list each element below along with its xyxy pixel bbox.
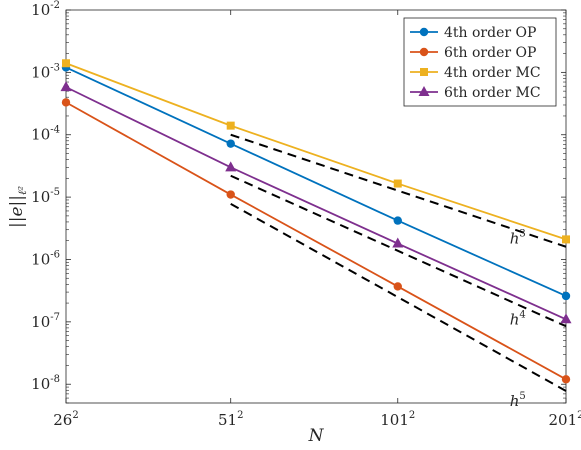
legend-entry: 4th order MC	[410, 65, 541, 81]
reference-slope-label-base: h	[510, 311, 520, 329]
y-tick-label: 10-5	[31, 187, 60, 206]
y-tick-label-exp: -4	[50, 125, 60, 136]
tick-labels: 262 512 1012 201210-810-710-610-510-410-310…	[31, 0, 581, 429]
legend-swatch-marker	[418, 86, 430, 96]
y-tick-label: 10-7	[31, 312, 60, 331]
y-axis-label-main: ||e||	[7, 195, 27, 228]
y-tick-label-base: 10	[31, 250, 50, 268]
legend-entry: 4th order OP	[410, 25, 536, 41]
series-line	[65, 66, 567, 297]
reference-slope-label-exp: 3	[519, 229, 525, 240]
data-point	[393, 179, 402, 188]
series-line	[65, 101, 567, 381]
y-tick-label-base: 10	[31, 1, 50, 19]
y-tick-label-base: 10	[31, 375, 50, 393]
legend: 4th order OP 6th order OP 4th order MC 6th …	[403, 17, 557, 107]
data-point	[562, 235, 570, 244]
y-tick-label: 10-8	[31, 374, 60, 393]
y-tick-label-exp: -2	[50, 0, 60, 11]
data-point	[226, 190, 235, 199]
data-point	[392, 237, 404, 248]
series-group	[62, 59, 570, 244]
legend-swatch-marker	[420, 68, 428, 76]
series-group	[61, 98, 571, 384]
x-tick-label-exp: 2	[237, 410, 243, 421]
reference-slope-label: h3	[510, 229, 526, 248]
y-axis-label: ||e||ℓ²	[7, 186, 29, 228]
y-tick-label-exp: -3	[50, 62, 60, 73]
series-group	[60, 81, 572, 324]
y-axis-label-sub: ℓ²	[16, 186, 29, 195]
y-tick-label: 10-4	[31, 125, 60, 144]
y-tick-label: 10-6	[31, 249, 60, 268]
legend-swatch-marker	[419, 27, 429, 37]
reference-slope-line	[230, 174, 567, 328]
y-tick-label-exp: -8	[50, 374, 60, 385]
x-tick-label-exp: 2	[577, 410, 581, 421]
svg-text:||e||ℓ²: ||e||ℓ²	[7, 186, 29, 228]
reference-slope-label-exp: 4	[519, 310, 525, 321]
y-tick-label-base: 10	[31, 188, 50, 206]
axis-ticks	[65, 9, 567, 404]
x-tick-label: 262	[53, 410, 78, 429]
reference-slope-label-base: h	[510, 392, 520, 410]
legend-entry: 6th order OP	[410, 45, 536, 61]
x-tick-label-exp: 2	[72, 410, 78, 421]
legend-label: 4th order OP	[444, 25, 536, 41]
reference-slope-label: h4	[510, 310, 526, 329]
legend-entry: 6th order MC	[410, 85, 541, 101]
data-point	[62, 59, 70, 68]
x-tick-label: 512	[218, 410, 243, 429]
data-point	[561, 291, 571, 301]
data-point	[560, 313, 572, 324]
reference-slope-line	[230, 202, 567, 392]
y-tick-label-exp: -5	[50, 187, 60, 198]
y-tick-label-exp: -7	[50, 312, 60, 323]
data-point	[226, 139, 235, 148]
y-tick-label-base: 10	[31, 313, 50, 331]
y-tick-label-exp: -6	[50, 249, 60, 260]
legend-label: 6th order MC	[444, 85, 541, 101]
data-point	[60, 81, 72, 92]
data-point	[61, 98, 71, 107]
data-point	[393, 282, 402, 291]
data-point	[226, 121, 235, 130]
x-tick-label-base: 101	[380, 411, 409, 429]
legend-label: 4th order MC	[444, 65, 541, 81]
reference-slope-label-exp: 5	[519, 391, 525, 402]
x-tick-label-base: 51	[218, 411, 237, 429]
x-tick-label: 1012	[380, 410, 415, 429]
y-tick-label-base: 10	[31, 126, 50, 144]
series-line	[65, 86, 567, 321]
x-tick-label-base: 26	[53, 411, 72, 429]
legend-swatch-marker	[419, 47, 429, 57]
data-series	[60, 59, 572, 384]
x-axis-label: N	[308, 426, 325, 446]
y-tick-label: 10-3	[31, 62, 60, 81]
reference-slope-label-base: h	[510, 230, 520, 248]
x-tick-label-exp: 2	[409, 410, 415, 421]
data-point	[561, 375, 571, 384]
data-point	[225, 161, 237, 172]
y-tick-label: 10-2	[31, 0, 60, 19]
legend-label: 6th order OP	[444, 45, 536, 61]
y-tick-label-base: 10	[31, 63, 50, 81]
reference-slope-label: h5	[510, 391, 526, 410]
x-tick-label-base: 201	[548, 411, 577, 429]
series-line	[65, 62, 567, 241]
data-point	[393, 216, 402, 225]
x-tick-label: 2012	[548, 410, 581, 429]
